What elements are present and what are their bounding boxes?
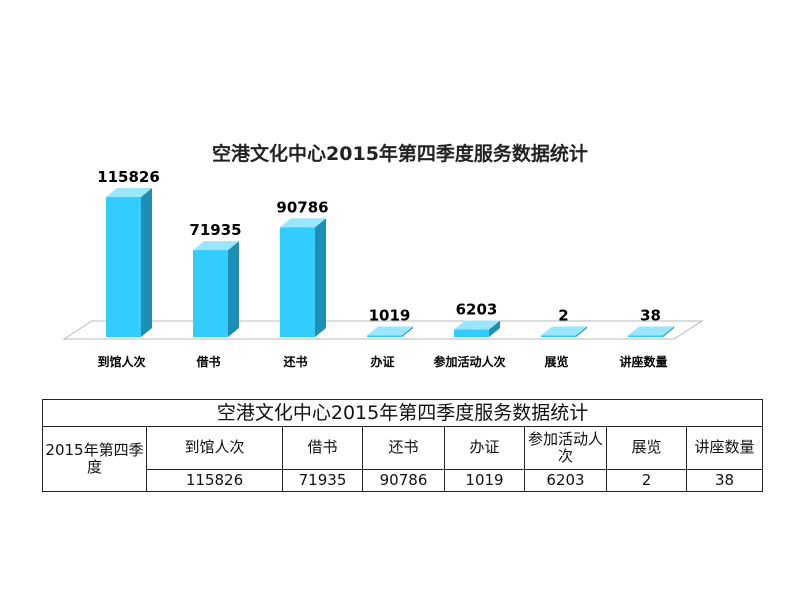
table-header-cell: 参加活动人次 [524,426,607,470]
bar-side [576,326,587,337]
bar-value-label: 6203 [456,301,498,319]
table-header-cell: 借书 [282,426,363,470]
bar-side [228,241,239,337]
bar-value-label: 2 [558,307,568,325]
bar [280,227,315,337]
bar-value-label: 38 [640,307,661,325]
bar-side [141,188,152,337]
table-header-cell: 展览 [606,426,687,470]
bar-top [454,320,500,330]
bar-top [367,326,413,336]
bar-value-label: 90786 [276,198,328,216]
table-header-row: 2015年第四季度 到馆人次 借书 还书 办证 参加活动人次 展览 讲座数量 [42,426,764,492]
table-header-cell: 还书 [362,426,445,470]
table-value-cell: 2 [606,468,687,493]
category-label: 到馆人次 [97,354,145,369]
category-label: 还书 [282,354,307,369]
bar-side [489,320,500,337]
table-value-row: 115826 71935 90786 1019 6203 2 38 [43,468,764,493]
category-label: 借书 [195,354,220,369]
bar-value-label: 71935 [189,221,241,239]
table-value-cell: 38 [685,468,764,493]
table-header-cell: 办证 [444,426,525,470]
bar-top [280,218,326,228]
bar [367,335,402,337]
value-labels: 115826 71935 90786 1019 6203 2 38 [97,168,661,324]
chart-title: 空港文化中心2015年第四季度服务数据统计 [212,142,588,165]
table-value-cell: 6203 [524,468,607,493]
table-header-cell: 到馆人次 [146,426,283,470]
table-value-cell: 1019 [444,468,525,493]
table-value-cell: 115826 [146,468,283,493]
table-value-cell: 71935 [282,468,363,493]
bar-top [628,326,674,336]
table-row-header: 2015年第四季度 [42,426,147,492]
bar [193,250,228,337]
bar-side [663,326,674,337]
bar [541,335,576,337]
category-labels: 到馆人次 借书 还书 办证 参加活动人次 展览 讲座数量 [97,354,667,369]
bar [628,335,663,337]
bar-side [315,218,326,337]
bar-value-label: 115826 [97,168,160,186]
bar [454,329,489,337]
category-label: 办证 [370,354,394,369]
data-table: 空港文化中心2015年第四季度服务数据统计 2015年第四季度 到馆人次 借书 … [41,399,764,493]
bar-top [193,241,239,251]
bar-chart: 空港文化中心2015年第四季度服务数据统计 115826 71935 90786 10… [62,142,704,369]
table-title: 空港文化中心2015年第四季度服务数据统计 [41,399,764,427]
table-header-cell: 讲座数量 [685,426,764,470]
bar-side [402,326,413,337]
bar-value-label: 1019 [369,307,411,325]
table-value-cell: 90786 [362,468,445,493]
bar-top [106,188,152,198]
category-label: 展览 [544,354,568,369]
bar-top [541,326,587,336]
category-label: 讲座数量 [619,354,667,369]
category-label: 参加活动人次 [433,354,505,369]
bars-group [106,188,674,337]
bar [106,197,141,337]
